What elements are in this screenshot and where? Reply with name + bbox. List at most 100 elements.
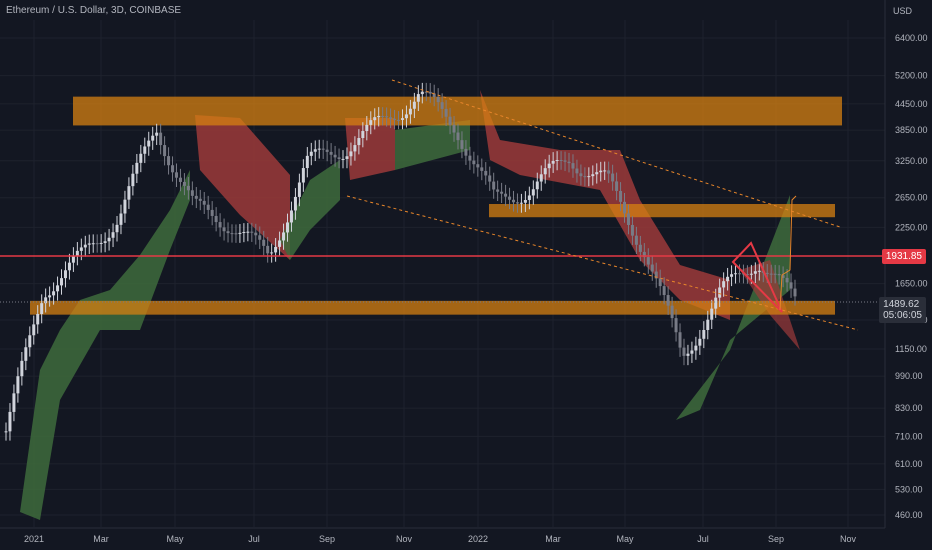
candle-body [658, 278, 662, 287]
current-price-value: 1489.62 [883, 299, 920, 310]
candle-body [44, 297, 48, 304]
y-tick-label: 1150.00 [895, 344, 927, 354]
candle-body [611, 173, 615, 182]
candle-body [527, 195, 531, 200]
y-tick-label: 460.00 [895, 510, 923, 520]
x-tick-label: Sep [319, 534, 335, 544]
bull-cloud-2 [280, 160, 340, 260]
candle-body [226, 231, 230, 234]
candle-body [341, 158, 345, 160]
candle-body [369, 120, 373, 125]
candle-body [694, 345, 698, 351]
candle-body [167, 156, 171, 166]
candle-body [686, 353, 690, 356]
time-axis[interactable]: 2021 Mar May Jul Sep Nov 2022 Mar May Jul Sep Nov [0, 527, 885, 544]
candle-body [753, 271, 757, 274]
bear-cloud-2 [345, 118, 395, 180]
candle-body [773, 273, 777, 275]
candle-body [349, 151, 353, 157]
candle-body [504, 193, 508, 197]
candle-body [67, 262, 71, 271]
candle-body [777, 274, 781, 276]
candle-body [769, 273, 773, 275]
candle-body [40, 303, 44, 314]
candle-body [95, 243, 99, 245]
candle-body [20, 360, 24, 377]
candle-body [262, 239, 266, 246]
candle-body [75, 250, 79, 257]
candle-body [634, 235, 638, 245]
candle-body [143, 146, 147, 154]
candle-body [297, 182, 301, 197]
candle-body [111, 232, 115, 238]
candle-body [337, 157, 341, 159]
y-tick-label: 990.00 [895, 371, 923, 381]
candle-body [404, 114, 408, 119]
candle-body [131, 173, 135, 187]
candle-body [702, 329, 706, 339]
candle-body [563, 160, 567, 162]
bull-cloud-3 [395, 120, 470, 170]
y-tick-label: 710.00 [895, 431, 923, 441]
candle-body [706, 319, 710, 330]
candle-body [519, 202, 523, 204]
candle-body [678, 332, 682, 348]
candle-body [32, 324, 36, 336]
candle-body [607, 170, 611, 174]
y-tick-label: 6400.00 [895, 33, 928, 43]
candle-body [8, 411, 12, 432]
candle-body [638, 244, 642, 252]
candle-body [440, 102, 444, 109]
candle-body [626, 213, 630, 225]
candle-body [397, 119, 401, 121]
triangle-pattern [731, 241, 783, 313]
candle-body [511, 199, 515, 203]
x-tick-label: Sep [768, 534, 784, 544]
candle-body [599, 170, 603, 173]
candle-body [381, 115, 385, 117]
y-tick-label: 610.00 [895, 459, 923, 469]
candle-body [508, 196, 512, 200]
x-tick-label: May [616, 534, 634, 544]
candle-body [745, 274, 749, 276]
candle-body [531, 189, 535, 196]
current-price-label: 1489.62 05:06:05 [879, 297, 926, 323]
candle-body [515, 202, 519, 204]
candle-body [670, 305, 674, 319]
candle-body [389, 117, 393, 119]
candle-body [163, 145, 167, 157]
candle-body [615, 181, 619, 191]
candle-body [492, 181, 496, 190]
candle-body [543, 168, 547, 175]
candle-body [464, 148, 468, 156]
candle-body [726, 276, 730, 282]
candle-body [218, 222, 222, 228]
candle-body [722, 281, 726, 288]
candle-body [83, 244, 87, 248]
candle-body [4, 431, 8, 433]
candle-body [603, 170, 607, 172]
candle-body [289, 210, 293, 223]
candle-body [385, 116, 389, 118]
candle-body [567, 161, 571, 164]
candle-body [123, 199, 127, 214]
resistance-price-label: 1931.85 [881, 249, 926, 264]
candle-body [436, 96, 440, 103]
candle-body [412, 101, 416, 109]
bear-cloud-1 [195, 115, 290, 260]
candle-body [460, 140, 464, 149]
candle-body [535, 181, 539, 190]
candle-body [250, 231, 254, 233]
candle-body [12, 393, 16, 412]
candle-body [424, 91, 428, 93]
candle-body [36, 313, 40, 325]
candle-body [329, 151, 333, 155]
candle-body [400, 118, 404, 120]
candle-body [361, 131, 365, 139]
x-tick-label: 2022 [468, 534, 488, 544]
candle-body [171, 165, 175, 173]
candle-body [56, 285, 60, 292]
candle-body [24, 347, 28, 361]
candle-body [135, 162, 139, 174]
